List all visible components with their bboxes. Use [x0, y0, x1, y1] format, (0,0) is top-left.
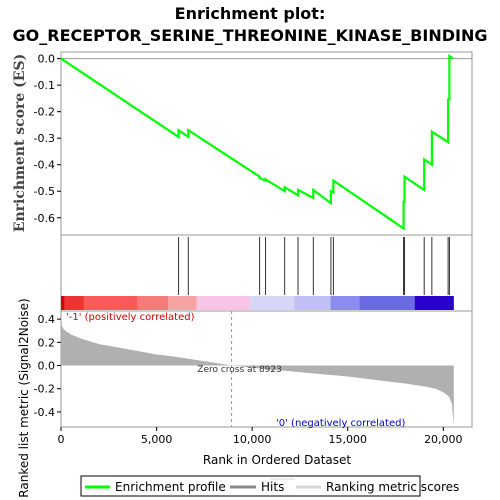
es-y-ticks: 0.0 -0.1 -0.2 -0.3 -0.4 -0.5 -0.6 — [34, 53, 61, 225]
es-y-tick-label: -0.5 — [34, 185, 55, 198]
legend-label-enrichment: Enrichment profile — [115, 480, 226, 494]
ranked-y-tick-label: -0.4 — [34, 406, 55, 419]
enrichment-profile-line — [60, 53, 454, 231]
colorbar-segment — [330, 296, 360, 310]
es-panel-frame — [60, 51, 473, 236]
colorbar-segment — [61, 296, 65, 310]
title-line-1: Enrichment plot: — [175, 4, 326, 23]
colorbar-segment — [83, 296, 138, 310]
x-axis-label: Rank in Ordered Dataset — [203, 453, 351, 467]
legend-label-ranking: Ranking metric scores — [326, 480, 459, 494]
colorbar-segment — [137, 296, 169, 310]
colorbar-segment — [359, 296, 415, 310]
x-tick-label: 15,000 — [328, 433, 367, 446]
ranking-colorbar — [61, 296, 454, 310]
colorbar-segment — [250, 296, 295, 310]
es-panel: 0.0 -0.1 -0.2 -0.3 -0.4 -0.5 -0.6 Enrichment s… — [12, 51, 473, 236]
hits-panel — [60, 234, 473, 312]
es-y-tick-label: -0.6 — [34, 212, 55, 225]
negative-correlation-label: '0' (negatively correlated) — [276, 418, 405, 429]
es-y-tick-label: -0.4 — [34, 159, 55, 172]
legend-label-hits: Hits — [261, 480, 284, 494]
es-y-tick-label: -0.1 — [34, 79, 55, 92]
legend: Enrichment profile Hits Ranking metric s… — [80, 475, 459, 497]
ranked-y-axis-label: Ranked list metric (Signal2Noise) — [17, 298, 31, 497]
ranked-y-tick-label: -0.2 — [34, 383, 55, 396]
ranked-y-tick-label: 0.0 — [38, 360, 56, 373]
ranked-y-tick-label: 0.2 — [38, 336, 56, 349]
title-line-2: GO_RECEPTOR_SERINE_THREONINE_KINASE_BIND… — [13, 26, 488, 45]
positive-correlation-label: '-1' (positively correlated) — [66, 312, 195, 323]
x-ticks: 0 5,000 10,000 15,000 20,000 — [58, 427, 463, 446]
zero-cross-label: Zero cross at 8923 — [197, 365, 282, 375]
ranking-metric-area — [61, 323, 454, 426]
hit-marks — [178, 237, 450, 295]
x-tick-label: 0 — [58, 433, 65, 446]
x-tick-label: 5,000 — [141, 433, 173, 446]
colorbar-segment — [414, 296, 454, 310]
es-y-tick-label: -0.2 — [34, 106, 55, 119]
es-y-axis-label: Enrichment score (ES) — [12, 54, 28, 232]
colorbar-segment — [168, 296, 197, 310]
x-tick-label: 10,000 — [233, 433, 272, 446]
ranked-panel: 0.4 0.2 0.0 -0.2 -0.4 '-1' (positively corre… — [17, 298, 473, 498]
colorbar-segment — [294, 296, 331, 310]
es-y-tick-label: 0.0 — [38, 53, 56, 66]
es-y-tick-label: -0.3 — [34, 132, 55, 145]
x-tick-label: 20,000 — [424, 433, 463, 446]
colorbar-segment — [196, 296, 251, 310]
colorbar-segment — [64, 296, 84, 310]
ranked-y-tick-label: 0.4 — [38, 313, 56, 326]
ranked-y-ticks: 0.4 0.2 0.0 -0.2 -0.4 — [34, 313, 61, 419]
